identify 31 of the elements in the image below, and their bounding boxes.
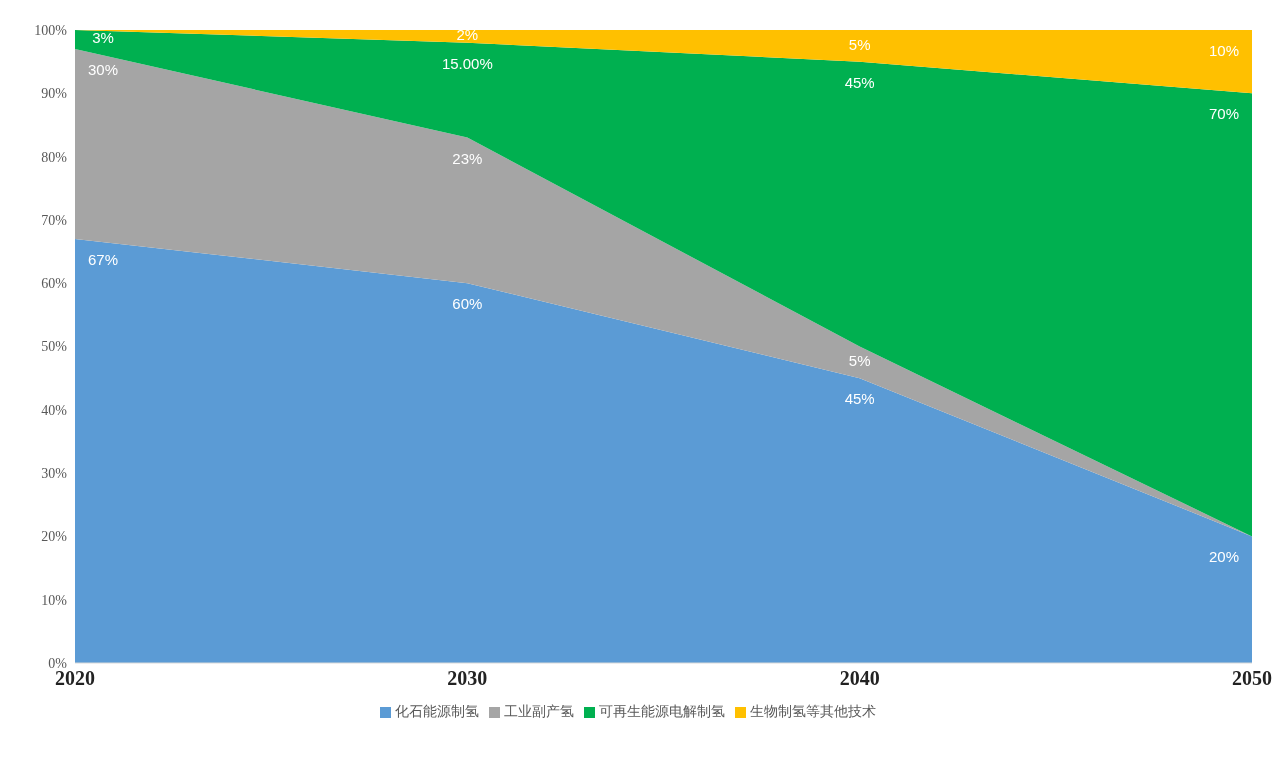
data-label: 2% (456, 26, 479, 44)
x-tick-label: 2050 (1232, 667, 1272, 690)
data-label: 70% (1208, 105, 1240, 123)
y-tick-label: 100% (34, 22, 68, 38)
y-tick-label: 20% (41, 529, 68, 545)
data-label: 10% (1208, 41, 1240, 59)
data-label: 3% (92, 29, 114, 47)
legend-label: 可再生能源电解制氢 (598, 703, 725, 719)
y-tick-label: 60% (41, 276, 68, 292)
data-label: 23% (452, 149, 483, 167)
y-tick-label: 70% (41, 212, 68, 228)
data-label: 67% (87, 250, 119, 268)
y-tick-label: 50% (41, 339, 68, 355)
legend-label: 化石能源制氢 (394, 703, 479, 719)
data-label: 20% (1208, 548, 1240, 566)
y-tick-label: 30% (41, 466, 68, 482)
data-label: 5% (848, 352, 871, 370)
y-tick-label: 40% (41, 402, 68, 418)
x-tick-label: 2040 (839, 667, 880, 690)
data-label: 45% (844, 390, 875, 408)
x-tick-label: 2030 (447, 667, 488, 690)
legend-label: 工业副产氢 (503, 703, 574, 719)
y-tick-label: 90% (41, 86, 68, 102)
y-tick-label: 10% (41, 592, 68, 608)
y-tick-label: 80% (41, 149, 68, 165)
legend-label: 生物制氢等其他技术 (749, 703, 876, 719)
data-label: 45% (844, 73, 875, 91)
data-label: 5% (848, 35, 871, 53)
data-label: 30% (87, 60, 119, 78)
data-label: 60% (452, 295, 483, 313)
data-label: 15.00% (441, 54, 493, 72)
